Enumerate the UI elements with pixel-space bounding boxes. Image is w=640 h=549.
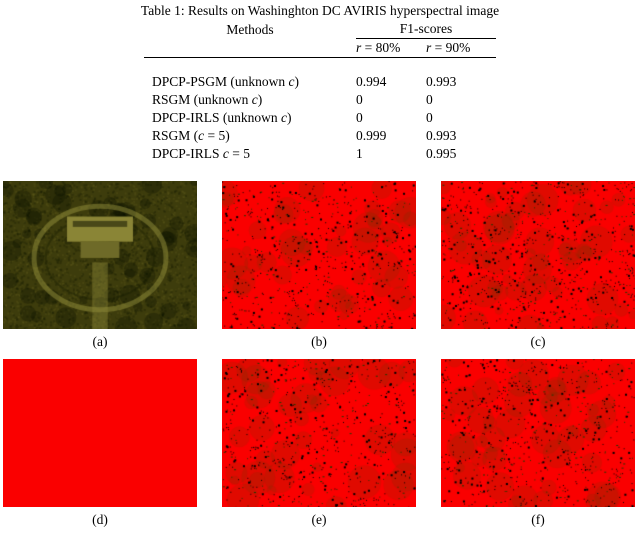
header-row: Methods F1-scores <box>144 20 496 39</box>
figure-panel-c: (c) <box>441 181 635 359</box>
figure-panel-f: (f) <box>441 359 635 537</box>
method-cell: RSGM (unknown c) <box>152 92 263 107</box>
figure-caption-e: (e) <box>311 512 327 527</box>
results-tbody: DPCP-PSGM (unknown c) 0.994 0.993 RSGM (unk… <box>144 58 496 164</box>
figure-f-image <box>441 359 635 507</box>
figure-caption-c: (c) <box>530 334 546 349</box>
f1-scores-header: F1-scores <box>356 20 496 39</box>
table-row: RSGM (c = 5) 0.999 0.993 <box>144 127 496 145</box>
figure-b-image <box>222 181 416 329</box>
r80-value: 1 <box>356 146 363 161</box>
table-caption: Table 1: Results on Washinghton DC AVIRI… <box>140 3 500 18</box>
paper-page: Table 1: Results on Washinghton DC AVIRI… <box>0 0 640 537</box>
table-row: DPCP-IRLS c = 5 1 0.995 <box>144 145 496 163</box>
method-cell: DPCP-IRLS c = 5 <box>152 146 251 161</box>
figure-c-image <box>441 181 635 329</box>
table-row: DPCP-IRLS (unknown c) 0 0 <box>144 109 496 127</box>
r80-header: r = 80% <box>356 38 426 58</box>
r90-header: r = 90% <box>426 38 496 58</box>
results-table: Methods F1-scores r = 80% r = 90% DPCP-P… <box>144 20 496 163</box>
r80-value: 0 <box>356 110 363 125</box>
figure-panel-e: (e) <box>222 359 416 537</box>
method-cell: DPCP-IRLS (unknown c) <box>152 110 292 125</box>
figure-caption-d: (d) <box>92 512 108 527</box>
figure-grid: (a) (b) (c) (d) (e) (f) <box>0 181 640 537</box>
r80-value: 0 <box>356 92 363 107</box>
figure-panel-a: (a) <box>3 181 197 359</box>
figure-d-image <box>3 359 197 507</box>
table-row: DPCP-PSGM (unknown c) 0.994 0.993 <box>144 58 496 92</box>
results-thead: Methods F1-scores r = 80% r = 90% <box>144 20 496 58</box>
figure-panel-b: (b) <box>222 181 416 359</box>
method-cell: DPCP-PSGM (unknown c) <box>152 74 300 89</box>
methods-header: Methods <box>226 21 274 37</box>
figure-e-image <box>222 359 416 507</box>
empty-cell <box>144 38 356 58</box>
figure-caption-f: (f) <box>531 512 545 527</box>
figure-caption-b: (b) <box>311 334 327 349</box>
r90-value: 0.993 <box>426 74 457 89</box>
r80-value: 0.999 <box>356 128 387 143</box>
r80-value: 0.994 <box>356 74 387 89</box>
r90-value: 0 <box>426 92 433 107</box>
r90-value: 0 <box>426 110 433 125</box>
subheader-row: r = 80% r = 90% <box>144 38 496 58</box>
method-cell: RSGM (c = 5) <box>152 128 230 143</box>
figure-panel-d: (d) <box>3 359 197 537</box>
r90-value: 0.993 <box>426 128 457 143</box>
table-row: RSGM (unknown c) 0 0 <box>144 91 496 109</box>
r90-value: 0.995 <box>426 146 457 161</box>
figure-caption-a: (a) <box>92 334 108 349</box>
table-block: Table 1: Results on Washinghton DC AVIRI… <box>0 0 640 163</box>
figure-a-image <box>3 181 197 329</box>
